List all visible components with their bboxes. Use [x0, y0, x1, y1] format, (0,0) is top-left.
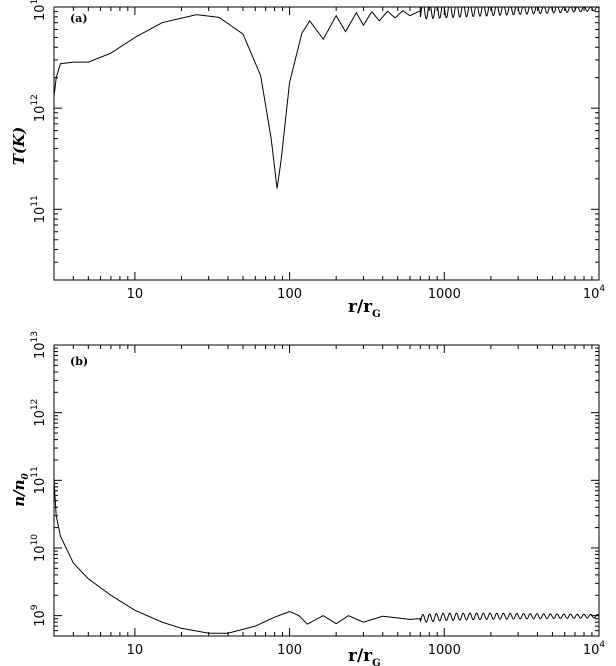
x-tick-label: 1000	[428, 643, 461, 658]
ticks-b	[53, 344, 600, 637]
x-tick-label: 100	[277, 643, 302, 658]
y-tick-labels-a: 1011 1012 1013	[30, 0, 48, 223]
svg-text:1010: 1010	[30, 534, 48, 562]
y-tick-label: 1013	[30, 0, 48, 21]
y-axis-label-b: n/n0	[10, 472, 31, 506]
x-tick-label: 1000	[428, 287, 461, 302]
x-tick-label: 10	[127, 287, 144, 302]
y-axis-title-a: T(K)	[10, 127, 28, 165]
x-axis-title-b: r/rG	[348, 646, 381, 666]
x-axis-label-sub-b: G	[372, 658, 381, 666]
svg-text:1011: 1011	[30, 466, 48, 494]
x-tick-label: 10	[127, 643, 144, 658]
svg-text:1013: 1013	[30, 331, 48, 359]
plot-frame-b	[53, 344, 600, 637]
x-axis-label-main-a: r/r	[348, 297, 373, 317]
svg-text:109: 109	[30, 604, 48, 627]
x-axis-label-b: r/rG	[348, 646, 381, 666]
series-line-b	[53, 480, 600, 634]
y-axis-title-b: n/n0	[10, 472, 31, 506]
x-axis-label-sub-a: G	[372, 309, 381, 320]
y-tick-labels-b: 109 1010 1011 1012 1013	[30, 331, 48, 627]
x-tick-label: 104	[583, 640, 606, 658]
svg-text:1012: 1012	[30, 399, 48, 427]
x-tick-labels-a: 10 100 1000 104	[127, 284, 606, 302]
svg-text:1013: 1013	[30, 0, 48, 21]
plot-frame-a	[53, 6, 600, 281]
y-axis-label-a: T(K)	[10, 127, 28, 165]
x-tick-label: 100	[277, 287, 302, 302]
y-axis-label-main-b: n/n	[10, 479, 28, 506]
panel-label-a: (a)	[70, 12, 88, 25]
y-tick-label: 1010	[30, 534, 48, 562]
y-axis-label-sub-b: 0	[21, 472, 31, 479]
x-tick-label: 104	[583, 284, 606, 302]
ticks-a	[53, 6, 600, 281]
panel-label-b: (b)	[70, 355, 88, 368]
x-axis-label-a: r/rG	[348, 297, 381, 320]
y-tick-label: 1011	[30, 195, 48, 223]
y-tick-label: 1013	[30, 331, 48, 359]
svg-text:1012: 1012	[30, 94, 48, 122]
y-tick-label: 109	[30, 604, 48, 627]
panel-a: (a) T(K) r/rG 10 100 1000 104 1011 1012 1013	[10, 0, 605, 320]
x-axis-label-main-b: r/r	[348, 646, 373, 666]
panel-b: (b) n/n0 r/rG 10 100 1000 104 1091010101110…	[10, 331, 605, 666]
x-tick-labels-b: 10 100 1000 104	[127, 640, 606, 658]
y-tick-label: 1012	[30, 94, 48, 122]
x-axis-title-a: r/rG	[348, 297, 381, 320]
y-tick-label: 1011	[30, 466, 48, 494]
series-line-a	[53, 6, 600, 189]
svg-text:1011: 1011	[30, 195, 48, 223]
y-tick-label: 1012	[30, 399, 48, 427]
